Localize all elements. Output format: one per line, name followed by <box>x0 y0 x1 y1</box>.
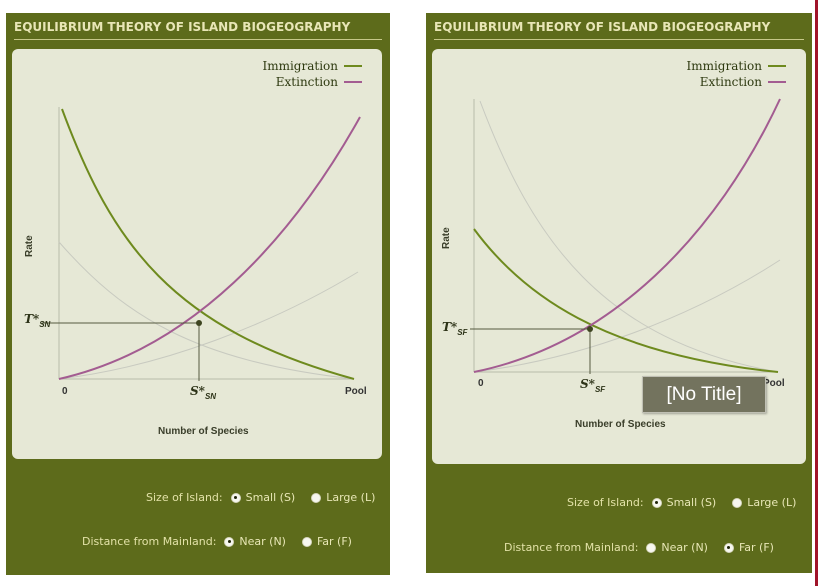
x-end-label: Pool <box>345 386 367 397</box>
panel-title: EQUILIBRIUM THEORY OF ISLAND BIOGEOGRAPH… <box>14 20 382 40</box>
reference-extinction-curve <box>58 271 359 380</box>
radio-unselected-icon[interactable] <box>301 536 312 547</box>
radio-selected-icon[interactable] <box>651 497 662 508</box>
equilibrium-species-label: S*SN <box>190 384 216 401</box>
equilibrium-point <box>196 320 202 326</box>
panel-title: EQUILIBRIUM THEORY OF ISLAND BIOGEOGRAPH… <box>434 20 804 40</box>
extinction-curve <box>58 116 361 380</box>
distance-control-row: Distance from Mainland: Near (N) Far (F) <box>82 535 368 548</box>
size-control-row: Size of Island: Small (S) Large (L) <box>146 491 391 504</box>
radio-unselected-icon[interactable] <box>646 542 657 553</box>
size-large-option[interactable]: Large (L) <box>732 496 796 509</box>
radio-selected-icon[interactable] <box>230 492 241 503</box>
size-large-option[interactable]: Large (L) <box>311 491 375 504</box>
simulation-panel-near: EQUILIBRIUM THEORY OF ISLAND BIOGEOGRAPH… <box>6 13 390 575</box>
y-axis-label: Rate <box>24 235 35 257</box>
distance-control-row: Distance from Mainland: Near (N) Far (F) <box>504 541 790 554</box>
size-control-row: Size of Island: Small (S) Large (L) <box>567 496 812 509</box>
immigration-curve <box>61 108 355 380</box>
x-axis-label: Number of Species <box>158 426 249 437</box>
tooltip: [No Title] <box>642 376 766 413</box>
x-axis-label: Number of Species <box>575 419 666 430</box>
radio-selected-icon[interactable] <box>224 536 235 547</box>
radio-selected-icon[interactable] <box>723 542 734 553</box>
reference-immigration-curve <box>58 241 355 380</box>
reference-extinction-curve <box>473 259 781 373</box>
extinction-curve <box>473 98 781 373</box>
size-label: Size of Island: <box>567 496 644 509</box>
size-small-option[interactable]: Small (S) <box>651 496 716 509</box>
simulation-panel-far: EQUILIBRIUM THEORY OF ISLAND BIOGEOGRAPH… <box>426 13 812 573</box>
distance-label: Distance from Mainland: <box>504 541 639 554</box>
radio-unselected-icon[interactable] <box>732 497 743 508</box>
legend: Immigration Extinction <box>686 58 786 90</box>
equilibrium-rate-label: T*SN <box>24 312 51 329</box>
equilibrium-species-label: S*SF <box>580 377 606 394</box>
radio-unselected-icon[interactable] <box>311 492 322 503</box>
distance-near-option[interactable]: Near (N) <box>224 535 286 548</box>
equilibrium-point <box>587 326 593 332</box>
x-end-label: Pool <box>763 378 785 389</box>
distance-far-option[interactable]: Far (F) <box>301 535 352 548</box>
y-axis-label: Rate <box>441 227 452 249</box>
immigration-curve <box>473 228 779 373</box>
x-origin-label: 0 <box>62 386 68 397</box>
size-small-option[interactable]: Small (S) <box>230 491 295 504</box>
distance-near-option[interactable]: Near (N) <box>646 541 708 554</box>
x-origin-label: 0 <box>478 378 484 389</box>
legend-extinction: Extinction <box>262 74 362 90</box>
legend-immigration: Immigration <box>262 58 362 74</box>
equilibrium-rate-label: T*SF <box>442 320 469 337</box>
reference-immigration-curve <box>479 100 779 373</box>
rate-diagram: T*SN S*SN 0 Pool Number of Species Rate <box>24 107 367 437</box>
legend-immigration: Immigration <box>686 58 786 74</box>
distance-label: Distance from Mainland: <box>82 535 217 548</box>
rate-diagram: T*SF S*SF 0 Pool Number of Species Rate <box>441 98 785 430</box>
distance-far-option[interactable]: Far (F) <box>723 541 774 554</box>
plot-area: T*SN S*SN 0 Pool Number of Species Rate … <box>12 49 382 459</box>
legend-extinction: Extinction <box>686 74 786 90</box>
window-edge-line <box>815 0 818 586</box>
legend: Immigration Extinction <box>262 58 362 90</box>
size-label: Size of Island: <box>146 491 223 504</box>
